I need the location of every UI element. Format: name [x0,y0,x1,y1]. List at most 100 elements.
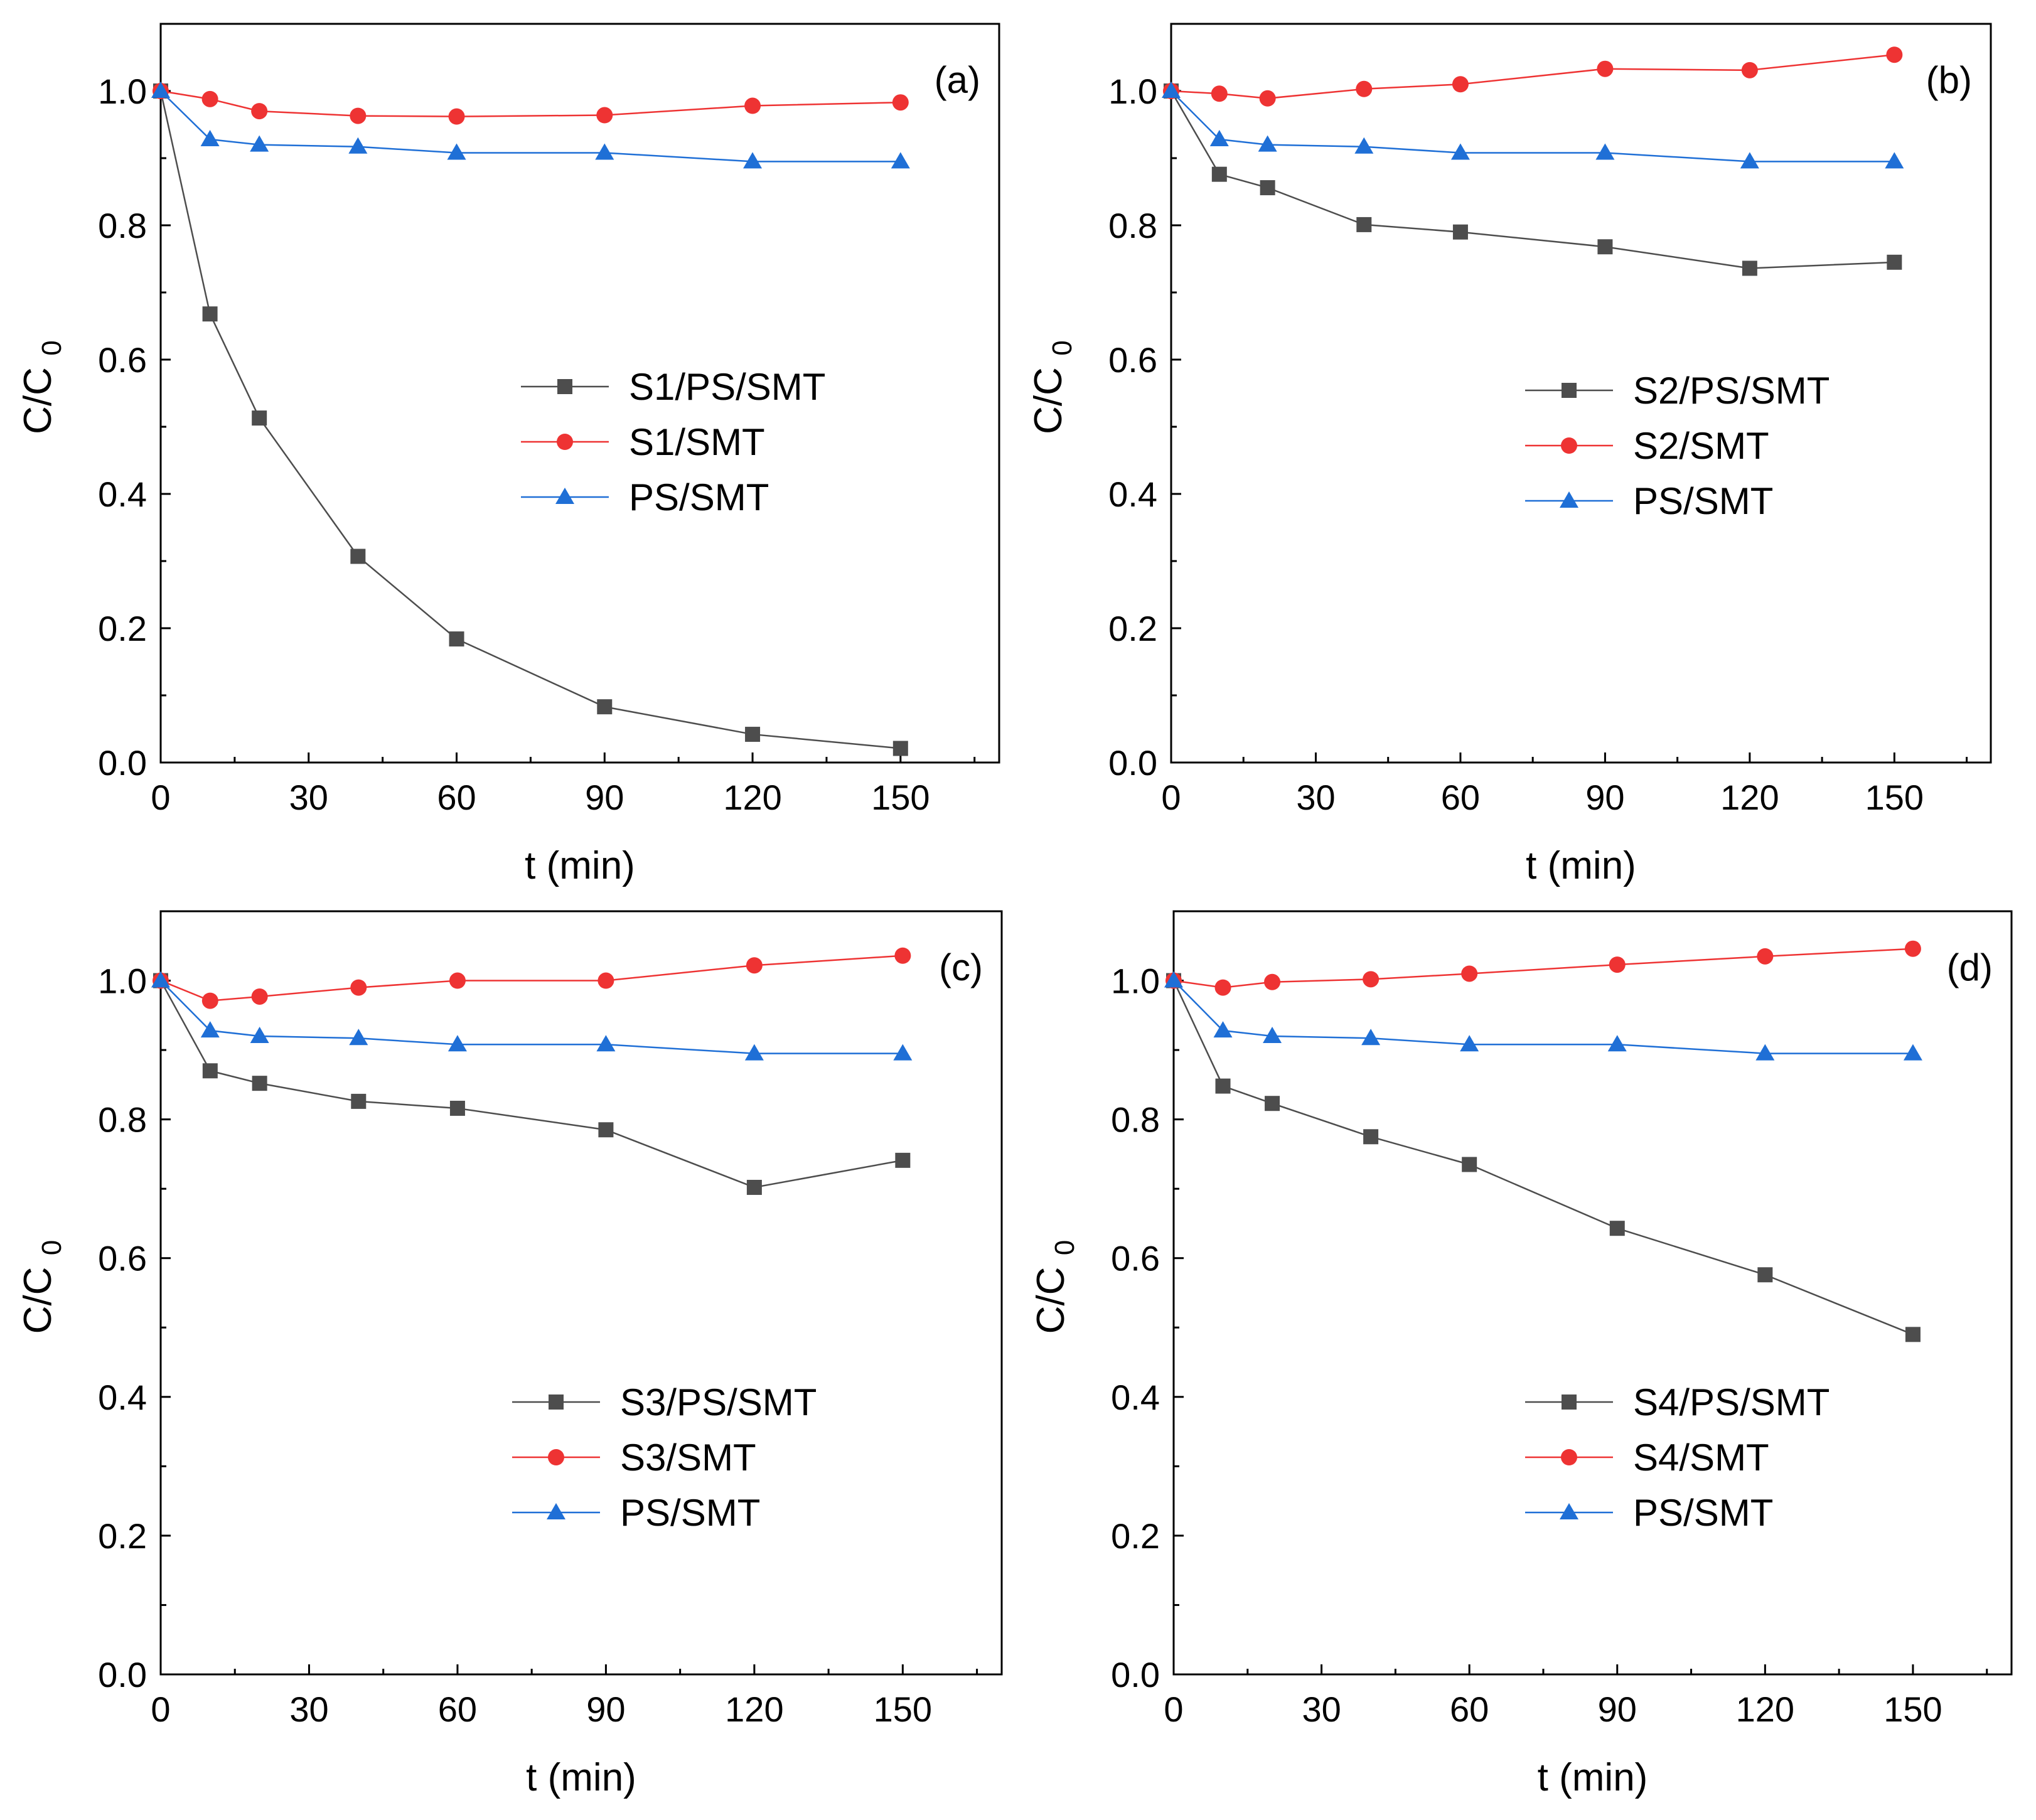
y-axis-label-subscript: 0 [36,1240,67,1255]
data-point [1452,224,1468,240]
data-point [1260,180,1275,196]
y-tick-label: 0.2 [98,609,147,648]
data-point [1450,143,1470,160]
data-point [1904,940,1921,957]
data-point [744,1044,764,1061]
y-tick-label: 0.2 [1111,1516,1160,1556]
series-1 [153,973,911,1195]
data-point [893,1044,913,1061]
data-point [252,1076,267,1091]
panel-label: (b) [1926,59,1972,101]
legend-marker [549,1394,564,1410]
legend-marker [555,488,574,504]
x-tick-label: 90 [586,1689,625,1729]
series-1 [153,83,908,756]
data-point [1905,1327,1921,1342]
legend-marker [1562,1394,1577,1410]
data-point [447,1035,467,1052]
data-point [151,82,170,98]
data-point [1258,135,1277,152]
x-tick-label: 60 [1441,778,1480,817]
data-point [1363,1129,1379,1145]
data-point [892,94,909,111]
legend-label: S1/PS/SMT [629,366,825,408]
series-line [1173,948,1914,988]
data-point [596,1035,616,1052]
data-point [449,972,466,989]
x-tick-label: 150 [1865,778,1924,817]
panel-label: (c) [939,946,983,988]
plot-frame [159,23,1000,764]
y-tick-label: 0.6 [1108,340,1157,380]
data-point [151,971,170,988]
data-point [202,1063,218,1079]
y-tick-label: 0.0 [1108,743,1157,783]
data-point [1885,152,1904,169]
series-2 [153,947,911,1009]
x-tick-label: 30 [289,1689,328,1729]
data-point [349,1029,368,1046]
data-point [202,306,218,322]
data-point [1211,166,1227,182]
series-2 [153,83,909,125]
data-point [251,988,268,1005]
data-point [1461,965,1478,982]
legend-marker [557,434,573,450]
data-point [1887,254,1902,270]
data-point [746,1179,762,1195]
y-tick-label: 0.8 [1111,1100,1160,1140]
x-tick-label: 150 [874,1689,932,1729]
data-point [250,1026,269,1043]
data-point [350,979,367,996]
series-line [1170,90,1895,269]
y-tick-label: 0.0 [98,1655,147,1694]
legend-marker [547,1503,565,1519]
series-line [1173,980,1913,1054]
x-tick-label: 0 [1164,1689,1183,1729]
legend-label: PS/SMT [620,1492,760,1534]
y-axis-label: C/C 0 [1029,1240,1080,1334]
series-line [160,980,903,1054]
legend-label: S4/PS/SMT [1633,1381,1830,1423]
x-tick-label: 30 [1296,778,1335,817]
data-point [1265,1096,1280,1111]
legend-marker [548,1449,564,1465]
legend-label: PS/SMT [629,476,769,518]
data-point [891,152,910,169]
legend-label: S3/SMT [620,1437,756,1479]
data-point [1597,239,1613,255]
data-point [348,137,368,154]
x-tick-label: 30 [1302,1689,1341,1729]
data-point [350,549,366,564]
legend-label: PS/SMT [1633,480,1773,522]
y-tick-label: 0.8 [98,1100,147,1140]
data-point [1595,143,1615,160]
x-tick-label: 60 [1450,1689,1489,1729]
x-tick-label: 150 [871,778,930,817]
data-point [1903,1044,1922,1061]
data-point [350,107,367,124]
legend-label: S4/SMT [1633,1437,1769,1479]
y-tick-label: 0.8 [1108,206,1157,245]
data-point [598,1122,614,1138]
data-point [745,727,761,742]
data-point [1363,971,1380,988]
series-line [160,90,901,117]
chart-panel-1: 0 30 60 90 120 150 0.0 0.2 0.4 0.6 0.8 1.0 t (min) C/… [16,23,1000,887]
x-tick-label: 150 [1883,1689,1942,1729]
legend-label: PS/SMT [1633,1492,1773,1534]
legend-label: S3/PS/SMT [620,1381,817,1423]
y-tick-label: 0.4 [1108,474,1157,514]
data-point [1597,60,1614,77]
y-tick-label: 0.4 [98,474,147,514]
legend-marker [1561,437,1577,454]
data-point [1757,948,1774,965]
y-axis-label-subscript: 0 [36,340,67,355]
x-tick-label: 30 [289,778,328,817]
data-point [1361,1029,1381,1046]
plot-frame [1172,910,2013,1676]
data-point [1609,1221,1625,1236]
x-tick-label: 0 [151,778,170,817]
data-point [1452,76,1469,93]
plot-frame [1170,23,1992,764]
